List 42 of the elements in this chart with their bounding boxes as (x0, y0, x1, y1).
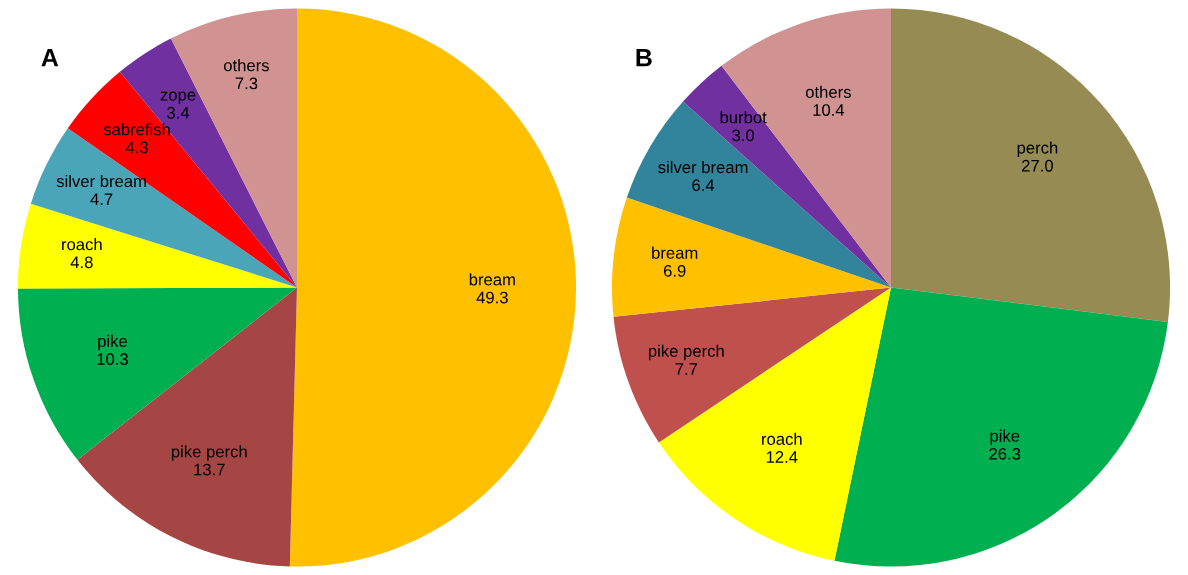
slice-label: bream (469, 273, 515, 286)
data-label: 10.3 (97, 353, 128, 365)
data-label: 12.4 (766, 451, 798, 463)
data-label: 7.3 (235, 77, 258, 90)
pie-slice (834, 287, 1168, 567)
pie-slice (611, 197, 891, 317)
data-label: 49.3 (476, 291, 508, 304)
data-label: 26.3 (989, 447, 1021, 460)
data-label: 6.9 (663, 264, 686, 277)
slice-label: roach (62, 238, 102, 251)
slice-label: pike perch (648, 344, 724, 361)
slice-label: others (805, 85, 851, 98)
slice-label: roach (762, 432, 802, 445)
pie-slice (613, 287, 891, 443)
slice-label: pike (990, 429, 1020, 446)
pie-slice (77, 287, 297, 567)
data-label: 4.3 (125, 141, 148, 154)
data-label: 13.7 (194, 463, 225, 476)
data-label: 4.7 (90, 193, 113, 205)
data-label: 3.0 (732, 129, 755, 142)
pie-slice (17, 203, 297, 289)
slice-label: pike (98, 334, 128, 351)
text: B (636, 49, 652, 67)
slice-label: silver bream (56, 174, 146, 188)
data-label: 3.4 (167, 106, 190, 119)
data-label: 6.4 (692, 179, 715, 192)
data-label: 4.8 (70, 256, 93, 269)
data-label: 10.4 (813, 104, 845, 116)
slice-label: sabrefish (103, 123, 170, 136)
pie-slice (289, 8, 577, 567)
text: A (41, 49, 59, 67)
slice-label: silver bream (658, 160, 748, 174)
data-label: 7.7 (675, 363, 698, 375)
data-label: 27.0 (1022, 159, 1053, 172)
slice-label: zope (160, 91, 196, 105)
slice-label: others (223, 59, 269, 72)
slice-label: pike perch (171, 445, 247, 461)
slice-label: bream (652, 246, 698, 259)
slice-label: perch (1017, 141, 1058, 157)
pie-slice (17, 287, 297, 460)
pie-slice (891, 8, 1170, 322)
pie-slice (626, 101, 891, 288)
